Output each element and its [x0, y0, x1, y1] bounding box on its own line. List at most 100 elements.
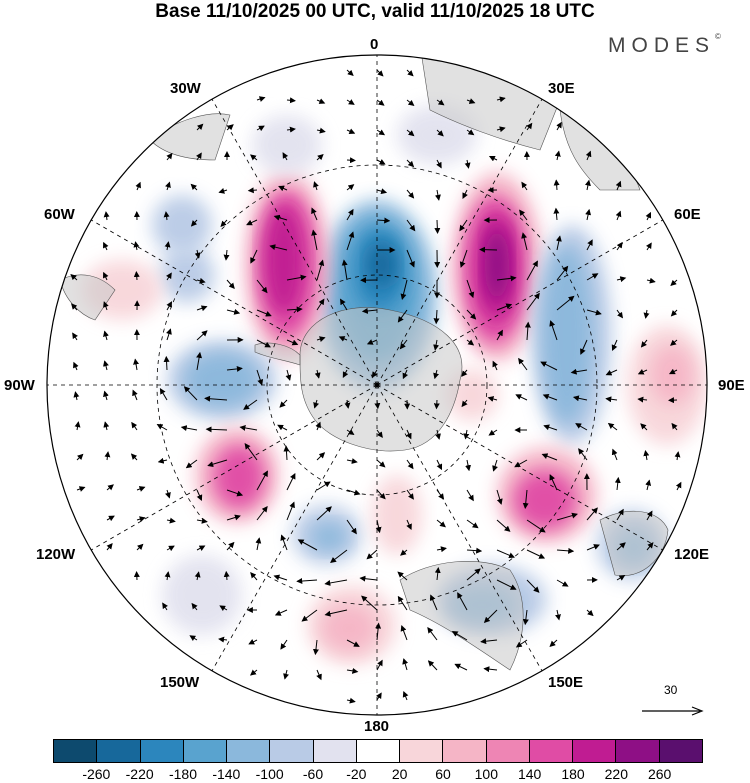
wind-arrow: [578, 448, 588, 461]
wind-arrow: [406, 459, 414, 470]
wind-arrow: [103, 330, 109, 341]
wind-arrow: [346, 128, 356, 134]
lon-label-90w: 90W: [4, 377, 35, 394]
wind-arrow: [226, 365, 243, 372]
wind-arrow: [436, 129, 444, 137]
wind-arrow: [496, 126, 506, 133]
wind-arrow: [668, 368, 678, 375]
wind-arrow: [191, 602, 198, 611]
wind-arrow: [250, 154, 258, 161]
wind-arrow: [285, 369, 292, 381]
wind-arrow: [526, 519, 546, 533]
colorbar-segment: [312, 740, 356, 762]
wind-arrow: [374, 399, 381, 410]
wind-arrow: [645, 211, 652, 221]
wind-arrow: [402, 690, 409, 701]
wind-arrow: [433, 369, 439, 380]
wind-arrow: [106, 543, 113, 551]
wind-arrow: [218, 636, 228, 643]
wind-arrow: [406, 99, 415, 107]
wind-arrow: [344, 399, 351, 409]
wind-arrow: [256, 309, 272, 317]
wind-arrow: [616, 276, 627, 283]
colorbar-tick-label: 20: [391, 766, 408, 782]
wind-arrow: [646, 542, 654, 551]
wind-arrow: [549, 639, 558, 647]
wind-arrow: [106, 484, 114, 491]
wind-arrow: [616, 542, 626, 551]
wind-arrow: [250, 572, 258, 581]
wind-arrow: [249, 669, 258, 676]
wind-arrow: [346, 519, 357, 535]
wind-arrow: [196, 305, 208, 312]
wind-arrow: [433, 339, 440, 351]
wind-arrow: [399, 339, 408, 350]
wind-arrow: [640, 339, 648, 348]
anomaly-cell: [252, 115, 322, 175]
wind-arrow: [376, 429, 383, 439]
wind-arrow: [226, 514, 241, 521]
wind-arrow: [521, 181, 528, 191]
wind-arrow: [341, 259, 348, 281]
wind-arrow: [194, 249, 201, 259]
wind-arrow: [427, 627, 438, 641]
wind-arrow: [376, 489, 386, 500]
wind-arrow: [496, 489, 503, 505]
wind-arrow: [157, 457, 168, 464]
wind-arrow: [165, 489, 171, 499]
wind-arrow: [204, 395, 228, 402]
wind-arrow: [106, 515, 115, 522]
wind-arrow: [555, 609, 561, 621]
wind-arrow: [406, 489, 414, 500]
colorbar-segment: [96, 740, 140, 762]
wind-arrow: [515, 394, 528, 401]
anomaly-cell: [152, 195, 212, 255]
wind-arrow: [226, 124, 234, 131]
wind-arrow: [286, 126, 296, 133]
wind-arrow: [190, 183, 198, 191]
wind-arrow: [406, 519, 412, 531]
wind-arrow: [645, 479, 652, 491]
wind-arrow: [436, 459, 443, 471]
reference-vector-arrow: [642, 706, 704, 716]
wind-arrow: [496, 303, 513, 311]
wind-arrow: [359, 575, 378, 582]
colorbar-tick-label: -140: [212, 766, 241, 782]
wind-arrow: [330, 549, 348, 563]
wind-arrow: [312, 639, 319, 656]
wind-arrow: [400, 279, 408, 300]
wind-arrow: [346, 429, 355, 435]
colorbar-segment: [139, 740, 183, 762]
wind-arrow: [586, 544, 600, 551]
wind-arrow: [553, 179, 560, 191]
wind-arrow: [314, 369, 321, 379]
wind-arrow: [282, 152, 289, 161]
wind-arrow: [480, 638, 498, 645]
wind-arrow: [136, 543, 144, 551]
wind-arrow: [553, 207, 560, 221]
wind-arrow: [183, 386, 198, 401]
wind-arrow: [72, 332, 78, 341]
wind-arrow: [466, 98, 476, 104]
anomaly-cell: [650, 345, 694, 405]
wind-arrow: [584, 179, 591, 191]
wind-arrow: [280, 534, 288, 551]
wind-arrow: [286, 472, 296, 491]
wind-arrow: [226, 541, 235, 551]
colorbar-segment: [528, 740, 573, 762]
anomaly-cell: [513, 470, 577, 530]
wind-arrow: [376, 459, 386, 468]
wind-arrow: [196, 277, 206, 284]
wind-arrow: [166, 517, 176, 524]
wind-arrow: [614, 476, 621, 491]
meridian-line: [211, 99, 378, 386]
colorbar-segment: [572, 740, 616, 762]
brand-mark: ©: [715, 32, 721, 41]
wind-arrow: [464, 159, 471, 169]
wind-arrow: [74, 421, 81, 431]
lon-label-150w: 150W: [160, 674, 200, 691]
colorbar-segment: [355, 740, 400, 762]
wind-arrow: [435, 429, 441, 440]
meridian-line: [376, 384, 663, 551]
wind-arrow: [570, 368, 588, 375]
